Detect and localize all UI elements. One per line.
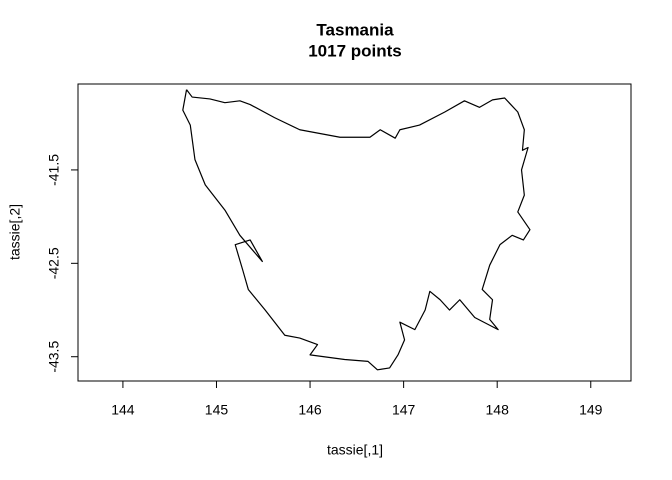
outline-line (182, 89, 531, 371)
plot-box (77, 83, 632, 382)
x-tick-label: 145 (205, 402, 229, 418)
chart-title: Tasmania (316, 20, 394, 39)
x-tick-label: 146 (298, 402, 322, 418)
y-tick-label: -42.5 (46, 247, 62, 279)
x-tick-label: 147 (392, 402, 416, 418)
y-axis-label: tassie[,2] (7, 204, 23, 260)
x-tick-label: 148 (486, 402, 510, 418)
y-tick-label: -43.5 (46, 341, 62, 373)
x-tick-label: 144 (111, 402, 135, 418)
chart-subtitle: 1017 points (308, 41, 402, 60)
x-axis-label: tassie[,1] (327, 442, 383, 458)
x-tick-label: 149 (579, 402, 603, 418)
y-tick-label: -41.5 (46, 154, 62, 186)
